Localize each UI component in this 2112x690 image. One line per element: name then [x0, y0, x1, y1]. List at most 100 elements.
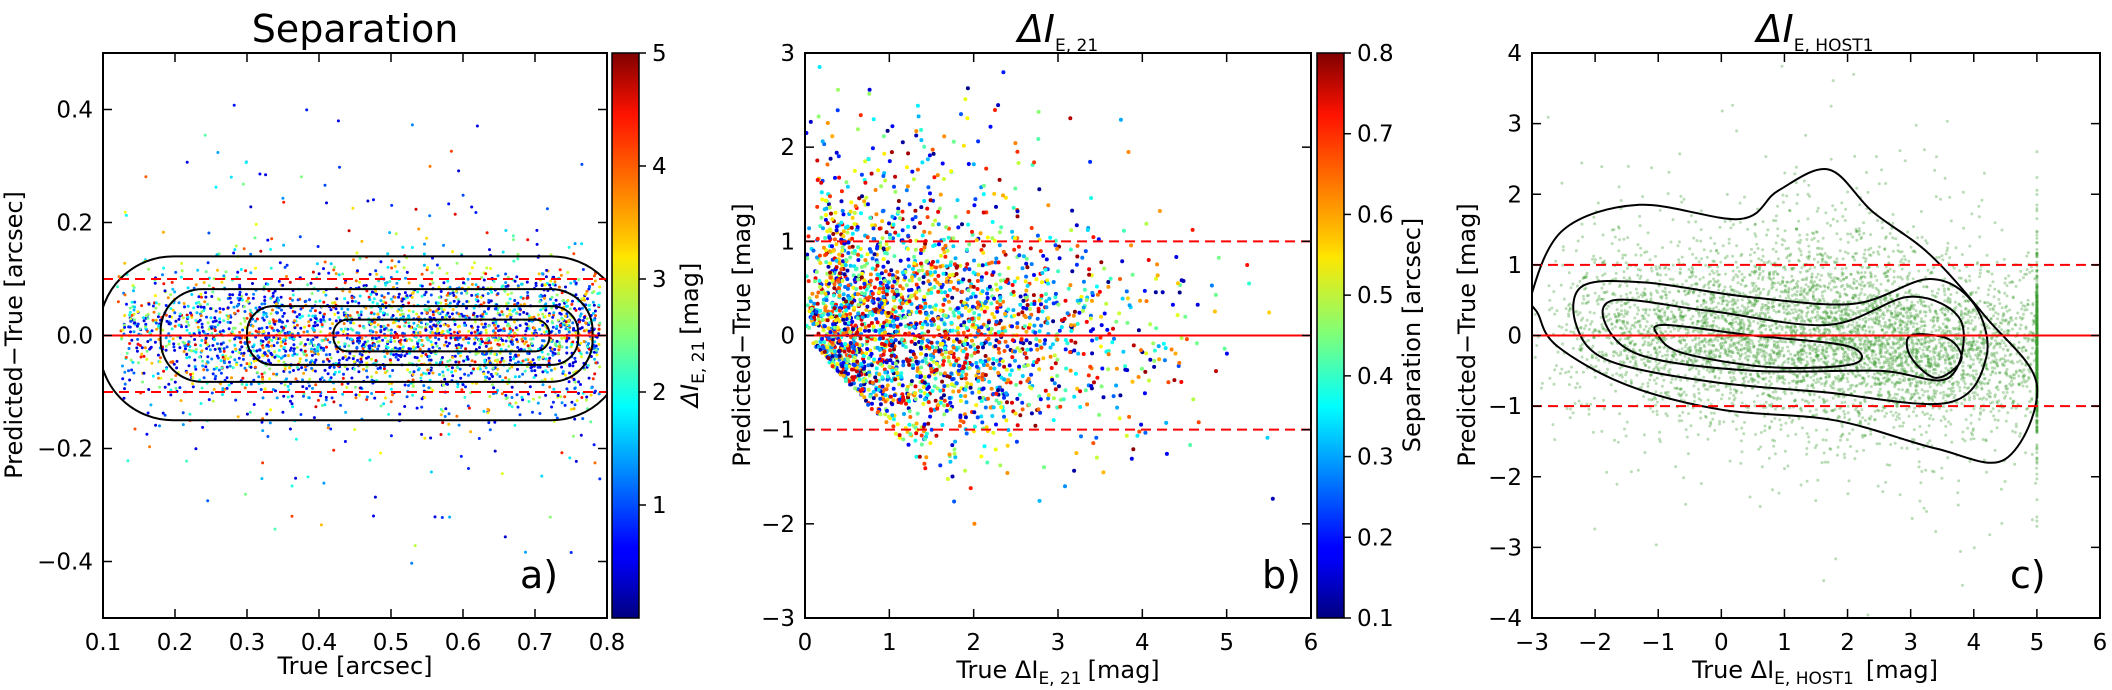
data-point [332, 400, 336, 404]
data-point [548, 356, 552, 360]
data-point [167, 382, 171, 386]
data-point [201, 364, 205, 368]
data-point [1032, 273, 1036, 277]
data-point [512, 357, 515, 361]
data-point [977, 390, 981, 394]
data-point [965, 381, 970, 386]
data-point [1063, 338, 1068, 342]
data-point [429, 358, 433, 362]
data-point [513, 279, 517, 283]
data-point [873, 267, 878, 272]
data-point [429, 470, 433, 474]
data-point [344, 315, 348, 318]
data-point [919, 138, 924, 143]
data-point [323, 183, 327, 187]
data-point [242, 351, 246, 355]
data-point [1154, 276, 1158, 281]
data-point [272, 320, 276, 324]
data-point [455, 414, 459, 418]
data-point [922, 374, 927, 379]
data-point [598, 365, 602, 369]
data-point [116, 285, 119, 289]
data-point [493, 331, 497, 335]
x-tick-label: 0.2 [157, 630, 194, 656]
data-point [953, 439, 958, 444]
data-point [1074, 223, 1079, 228]
data-point [989, 386, 994, 391]
data-point [1090, 298, 1094, 303]
data-point [412, 327, 416, 331]
data-point [262, 318, 266, 322]
data-point [479, 295, 483, 299]
data-point [391, 393, 395, 397]
data-point [489, 346, 493, 350]
data-point [897, 382, 902, 387]
data-point [504, 229, 508, 232]
data-point [244, 369, 248, 372]
data-point [877, 304, 882, 309]
data-point [826, 202, 831, 207]
data-point [370, 375, 374, 379]
data-point [586, 297, 589, 301]
data-point [314, 358, 318, 362]
data-point [488, 248, 491, 252]
data-point [211, 399, 215, 403]
data-point [906, 151, 911, 156]
data-point [1137, 429, 1142, 434]
data-point [1191, 397, 1196, 402]
data-point [1027, 315, 1032, 320]
data-point [272, 372, 275, 376]
data-point [420, 343, 424, 347]
data-point [1007, 363, 1012, 368]
data-point [557, 345, 561, 349]
panel-b-points [805, 65, 1275, 526]
data-point [574, 360, 577, 364]
data-point [1148, 322, 1153, 327]
data-point [283, 342, 287, 346]
data-point [335, 331, 339, 335]
data-point [1024, 274, 1029, 279]
data-point [516, 367, 519, 371]
data-point [251, 324, 255, 328]
data-point [1035, 347, 1040, 352]
data-point [872, 252, 877, 257]
data-point [343, 297, 347, 301]
data-point [906, 406, 911, 411]
data-point [910, 217, 915, 222]
data-point [164, 367, 168, 371]
data-point [216, 151, 220, 154]
data-point [965, 86, 970, 91]
data-point [476, 325, 480, 329]
data-point [130, 338, 134, 342]
data-point [266, 435, 270, 438]
data-point [158, 360, 162, 364]
data-point [238, 285, 242, 289]
data-point [319, 330, 323, 334]
data-point [265, 315, 269, 319]
data-point [296, 331, 300, 335]
data-point [1098, 344, 1103, 349]
data-point [1052, 381, 1057, 386]
data-point [156, 372, 160, 376]
data-point [860, 322, 865, 327]
data-point [951, 139, 956, 144]
data-point [598, 285, 602, 289]
data-point [1079, 434, 1083, 439]
data-point [282, 243, 286, 247]
data-point [278, 318, 282, 322]
data-point [218, 347, 221, 351]
data-point [1051, 319, 1056, 324]
data-point [827, 235, 832, 240]
data-point [501, 339, 505, 342]
data-point [547, 314, 551, 317]
data-point [560, 451, 564, 455]
data-point [341, 272, 345, 276]
data-point [428, 214, 432, 218]
data-point [819, 290, 824, 295]
data-point [288, 280, 292, 284]
data-point [172, 342, 176, 346]
data-point [905, 387, 909, 392]
data-point [974, 403, 979, 408]
data-point [164, 348, 168, 352]
x-tick-label: 0.7 [517, 630, 554, 656]
